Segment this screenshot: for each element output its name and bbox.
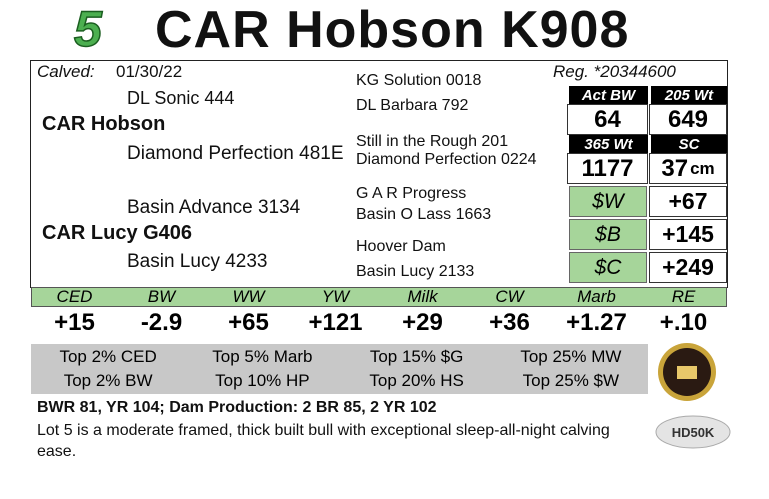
genomic-logo — [655, 415, 731, 449]
calved-label: Calved: — [37, 62, 95, 81]
dam-sire: Basin Advance 3134 — [127, 197, 301, 218]
epd-value: +29 — [402, 308, 443, 336]
epd-value: +36 — [489, 308, 530, 336]
ranking: Top 25% $W — [522, 371, 620, 390]
ranking: Top 15% $G — [369, 347, 464, 366]
sire: CAR Hobson — [42, 113, 166, 135]
epd-value: +1.27 — [566, 308, 627, 336]
ranking: Top 10% HP — [215, 371, 310, 390]
logos: HD50K — [655, 343, 731, 449]
ranking: Top 5% Marb — [212, 347, 313, 366]
measure-label: 205 Wt — [649, 86, 727, 104]
epd-label: Milk — [407, 287, 438, 306]
measure-unit: cm — [690, 158, 715, 178]
measure-value: 1177 — [567, 153, 648, 184]
sire-sire: DL Sonic 444 — [127, 88, 235, 108]
ranking: Top 25% MW — [520, 347, 622, 366]
index-label: $W — [569, 186, 647, 217]
epd-label: RE — [671, 287, 696, 306]
ranking: Top 20% HS — [369, 371, 464, 390]
epd-value: -2.9 — [140, 308, 183, 336]
measure-label: 365 Wt — [567, 135, 648, 153]
measure-value: 37 cm — [649, 153, 727, 184]
index-value: +249 — [649, 252, 727, 283]
epd-value: +.10 — [659, 308, 708, 336]
third-generation: Hoover Dam — [356, 238, 446, 255]
epd-label: BW — [147, 287, 176, 306]
measure-value: 649 — [649, 104, 727, 135]
dam-dam: Basin Lucy 4233 — [127, 251, 268, 272]
ranking: Top 2% CED — [59, 347, 157, 366]
badge-icon — [677, 366, 697, 379]
third-generation: KG Solution 0018 — [356, 72, 482, 89]
dam: CAR Lucy G406 — [42, 222, 193, 244]
epd-label: CED — [56, 287, 93, 306]
genomic-logo-text: HD50K — [672, 425, 715, 440]
sire-dam: Diamond Perfection 481E — [127, 143, 344, 164]
performance-notes: BWR 81, YR 104; Dam Production: 2 BR 85,… — [37, 399, 437, 416]
index-label: $C — [569, 252, 647, 283]
measure-number: 37 — [661, 154, 689, 182]
epd-label: WW — [232, 287, 265, 306]
measure-value: 64 — [567, 104, 648, 135]
epd-label: CW — [495, 287, 524, 306]
third-generation: G A R Progress — [356, 185, 467, 202]
epd-value: +15 — [54, 308, 95, 336]
measure-label: Act BW — [567, 86, 648, 104]
epd-label: YW — [321, 287, 350, 306]
epd-label: Marb — [577, 287, 616, 306]
calved-date: 01/30/22 — [116, 62, 183, 81]
third-generation: DL Barbara 792 — [356, 97, 469, 114]
ranking: Top 2% BW — [63, 371, 153, 390]
measure-number: 1177 — [581, 154, 634, 182]
measure-label: SC — [649, 135, 727, 153]
registration: Reg. *20344600 — [553, 62, 676, 81]
third-generation: Basin Lucy 2133 — [356, 263, 475, 280]
epd-value: +65 — [228, 308, 269, 336]
third-generation: Diamond Perfection 0224 — [356, 151, 537, 168]
measure-number: 649 — [667, 105, 709, 133]
third-generation: Still in the Rough 201 — [356, 133, 509, 150]
animal-name: CAR Hobson K908 — [155, 1, 630, 59]
epd-value: +121 — [308, 308, 363, 336]
third-generation: Basin O Lass 1663 — [356, 206, 492, 223]
index-label: $B — [569, 219, 647, 250]
epd-band — [31, 287, 727, 307]
index-value: +67 — [649, 186, 727, 217]
measure-number: 64 — [594, 105, 621, 133]
lot-number: 5 — [73, 0, 102, 58]
rankings-band — [31, 344, 648, 394]
index-value: +145 — [649, 219, 727, 250]
description: Lot 5 is a moderate framed, thick built … — [37, 422, 610, 460]
